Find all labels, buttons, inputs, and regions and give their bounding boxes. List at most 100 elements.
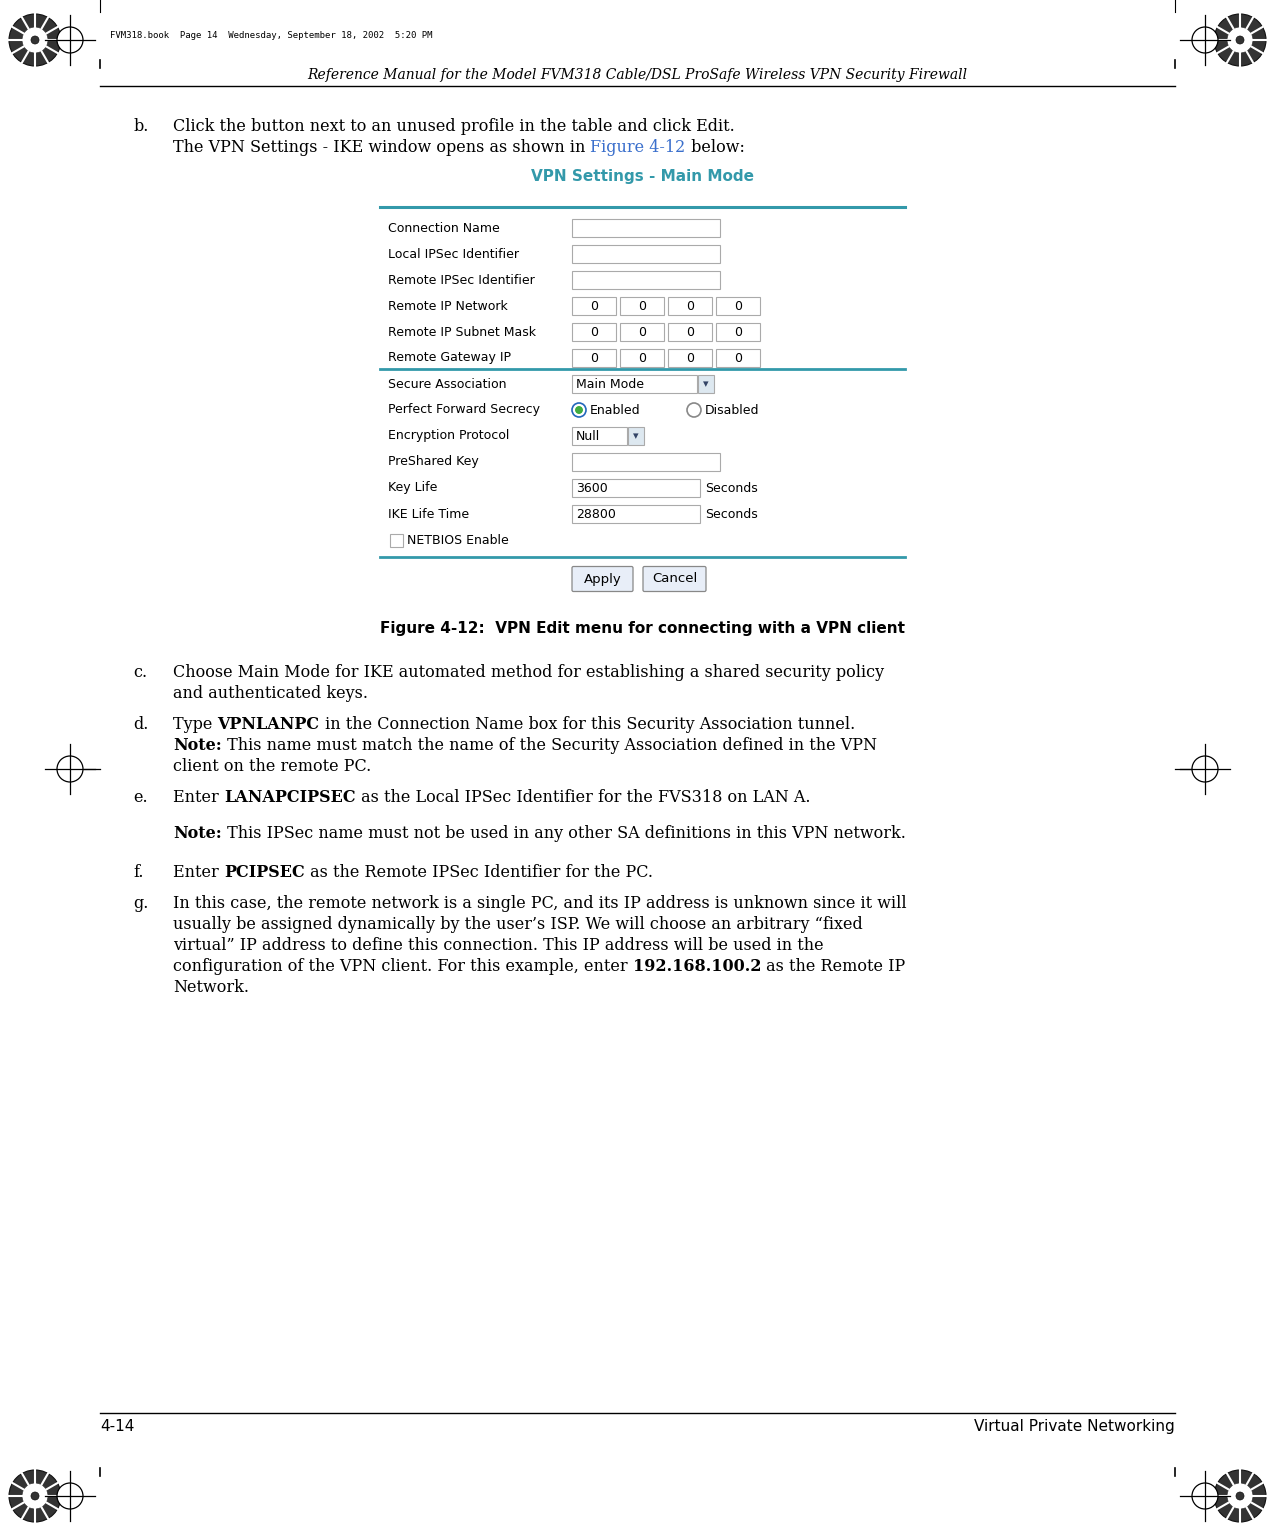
- Text: Connection Name: Connection Name: [388, 221, 500, 234]
- Text: as the Local IPSec Identifier for the FVS318 on LAN A.: as the Local IPSec Identifier for the FV…: [356, 789, 810, 806]
- Text: 0: 0: [590, 352, 598, 365]
- FancyBboxPatch shape: [572, 218, 720, 237]
- FancyBboxPatch shape: [572, 566, 632, 592]
- Circle shape: [575, 406, 583, 414]
- Circle shape: [1192, 757, 1218, 781]
- Text: Enter: Enter: [173, 864, 224, 881]
- Circle shape: [1227, 1483, 1253, 1509]
- Text: 0: 0: [734, 300, 742, 312]
- Text: 192.168.100.2: 192.168.100.2: [632, 958, 761, 975]
- FancyBboxPatch shape: [717, 323, 760, 341]
- Circle shape: [22, 1483, 48, 1509]
- Text: virtual” IP address to define this connection. This IP address will be used in t: virtual” IP address to define this conne…: [173, 937, 824, 954]
- FancyBboxPatch shape: [629, 428, 644, 444]
- Circle shape: [1235, 35, 1244, 45]
- Text: 0: 0: [734, 352, 742, 365]
- Text: in the Connection Name box for this Security Association tunnel.: in the Connection Name box for this Secu…: [320, 717, 854, 734]
- Text: 0: 0: [686, 300, 694, 312]
- Text: VPNLANPC: VPNLANPC: [218, 717, 320, 734]
- Circle shape: [57, 1483, 83, 1509]
- Text: Seconds: Seconds: [705, 508, 757, 520]
- FancyBboxPatch shape: [390, 534, 403, 548]
- FancyBboxPatch shape: [668, 323, 711, 341]
- Text: ▾: ▾: [704, 378, 709, 389]
- Circle shape: [1192, 28, 1218, 52]
- Text: 4-14: 4-14: [99, 1420, 134, 1433]
- Text: This IPSec name must not be used in any other SA definitions in this VPN network: This IPSec name must not be used in any …: [222, 824, 905, 841]
- Text: Remote Gateway IP: Remote Gateway IP: [388, 352, 511, 365]
- Text: client on the remote PC.: client on the remote PC.: [173, 758, 371, 775]
- FancyBboxPatch shape: [572, 454, 720, 471]
- Text: as the Remote IP: as the Remote IP: [761, 958, 905, 975]
- Text: IKE Life Time: IKE Life Time: [388, 508, 469, 520]
- FancyBboxPatch shape: [572, 245, 720, 263]
- Circle shape: [31, 1492, 40, 1500]
- FancyBboxPatch shape: [717, 297, 760, 315]
- Circle shape: [22, 28, 48, 52]
- FancyBboxPatch shape: [620, 323, 664, 341]
- Circle shape: [572, 403, 586, 417]
- FancyBboxPatch shape: [697, 375, 714, 394]
- Text: 0: 0: [638, 352, 646, 365]
- Text: Type: Type: [173, 717, 218, 734]
- FancyBboxPatch shape: [717, 349, 760, 368]
- Text: as the Remote IPSec Identifier for the PC.: as the Remote IPSec Identifier for the P…: [305, 864, 653, 881]
- Text: Figure 4-12:  VPN Edit menu for connecting with a VPN client: Figure 4-12: VPN Edit menu for connectin…: [380, 621, 905, 637]
- Text: Cancel: Cancel: [652, 572, 697, 586]
- Text: Perfect Forward Secrecy: Perfect Forward Secrecy: [388, 403, 541, 417]
- Text: Figure 4-12: Figure 4-12: [590, 138, 686, 155]
- Text: 0: 0: [734, 326, 742, 338]
- FancyBboxPatch shape: [620, 297, 664, 315]
- FancyBboxPatch shape: [572, 271, 720, 289]
- Circle shape: [57, 757, 83, 781]
- Text: c.: c.: [133, 664, 147, 681]
- Circle shape: [1192, 1483, 1218, 1509]
- Text: Null: Null: [576, 429, 601, 443]
- Text: Click the button next to an unused profile in the table and click Edit.: Click the button next to an unused profi…: [173, 118, 734, 135]
- Text: VPN Settings - Main Mode: VPN Settings - Main Mode: [530, 169, 754, 185]
- FancyBboxPatch shape: [572, 375, 697, 394]
- Text: Local IPSec Identifier: Local IPSec Identifier: [388, 248, 519, 260]
- Text: This name must match the name of the Security Association defined in the VPN: This name must match the name of the Sec…: [222, 737, 877, 754]
- Text: 0: 0: [638, 300, 646, 312]
- Circle shape: [9, 1470, 61, 1523]
- Text: Reference Manual for the Model FVM318 Cable/DSL ProSafe Wireless VPN Security Fi: Reference Manual for the Model FVM318 Ca…: [307, 68, 966, 82]
- Text: NETBIOS Enable: NETBIOS Enable: [407, 534, 509, 546]
- Text: 28800: 28800: [576, 508, 616, 520]
- Text: Virtual Private Networking: Virtual Private Networking: [974, 1420, 1176, 1433]
- FancyBboxPatch shape: [572, 428, 627, 444]
- Circle shape: [1227, 28, 1253, 52]
- Text: Enter: Enter: [173, 789, 224, 806]
- FancyBboxPatch shape: [572, 323, 616, 341]
- Text: Apply: Apply: [584, 572, 621, 586]
- Circle shape: [57, 28, 83, 52]
- FancyBboxPatch shape: [668, 349, 711, 368]
- FancyBboxPatch shape: [668, 297, 711, 315]
- Circle shape: [687, 403, 701, 417]
- Text: Disabled: Disabled: [705, 403, 760, 417]
- Text: LANAPCIPSEC: LANAPCIPSEC: [224, 789, 356, 806]
- Text: PCIPSEC: PCIPSEC: [224, 864, 305, 881]
- Text: Seconds: Seconds: [705, 481, 757, 495]
- Text: 0: 0: [686, 326, 694, 338]
- Text: 0: 0: [590, 326, 598, 338]
- Text: Remote IP Subnet Mask: Remote IP Subnet Mask: [388, 326, 536, 338]
- FancyBboxPatch shape: [620, 349, 664, 368]
- Text: e.: e.: [133, 789, 148, 806]
- Text: Choose Main Mode for IKE automated method for establishing a shared security pol: Choose Main Mode for IKE automated metho…: [173, 664, 884, 681]
- Text: Encryption Protocol: Encryption Protocol: [388, 429, 510, 443]
- FancyBboxPatch shape: [572, 349, 616, 368]
- Text: Main Mode: Main Mode: [576, 377, 644, 391]
- Circle shape: [31, 35, 40, 45]
- Text: Remote IPSec Identifier: Remote IPSec Identifier: [388, 274, 534, 286]
- Text: d.: d.: [133, 717, 148, 734]
- Text: Remote IP Network: Remote IP Network: [388, 300, 507, 312]
- Text: configuration of the VPN client. For this example, enter: configuration of the VPN client. For thi…: [173, 958, 632, 975]
- Text: Enabled: Enabled: [590, 403, 640, 417]
- Circle shape: [1214, 14, 1266, 66]
- Text: Network.: Network.: [173, 978, 249, 995]
- Text: and authenticated keys.: and authenticated keys.: [173, 684, 368, 701]
- Text: PreShared Key: PreShared Key: [388, 455, 478, 469]
- FancyBboxPatch shape: [572, 504, 700, 523]
- FancyBboxPatch shape: [643, 566, 706, 592]
